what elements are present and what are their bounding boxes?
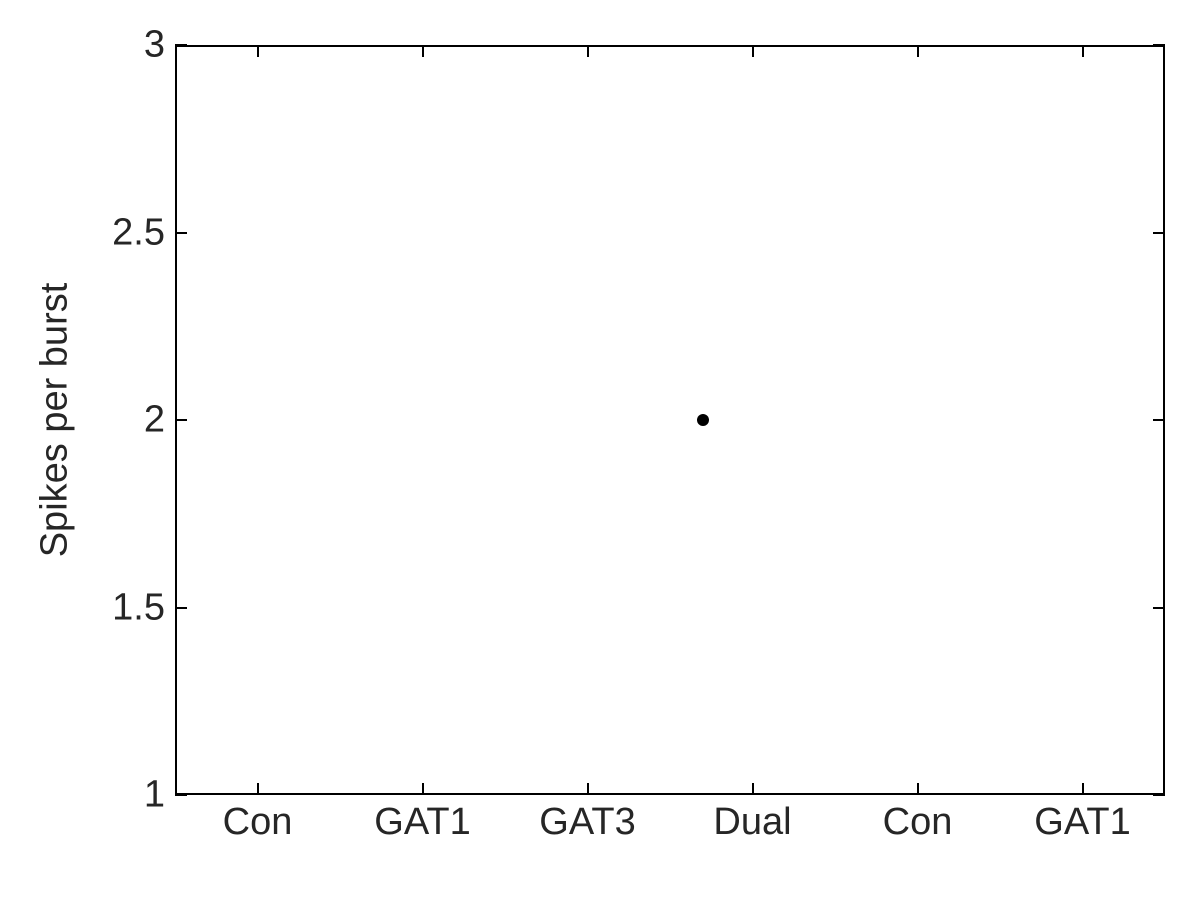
y-tick	[1153, 44, 1165, 46]
y-axis-label: Spikes per burst	[34, 283, 77, 558]
chart-container: Spikes per burst 1 1.5 2 2.5 3 Con GAT1 GAT3 Dua…	[0, 0, 1200, 900]
x-tick	[257, 783, 259, 795]
y-tick	[175, 44, 187, 46]
y-tick	[175, 232, 187, 234]
y-tick	[175, 607, 187, 609]
data-point	[697, 414, 709, 426]
y-tick	[175, 794, 187, 796]
y-tick-label: 1	[144, 774, 165, 817]
y-tick	[175, 419, 187, 421]
x-tick	[917, 45, 919, 57]
x-tick	[752, 45, 754, 57]
x-tick	[1082, 783, 1084, 795]
x-tick	[917, 783, 919, 795]
plot-area	[175, 45, 1165, 795]
y-tick	[1153, 607, 1165, 609]
x-tick	[587, 783, 589, 795]
y-tick	[1153, 419, 1165, 421]
y-tick	[1153, 794, 1165, 796]
x-tick-label: Con	[223, 801, 293, 844]
x-tick-label: GAT1	[1034, 801, 1130, 844]
y-tick-label: 1.5	[112, 586, 165, 629]
y-tick-label: 2.5	[112, 211, 165, 254]
y-tick-label: 2	[144, 399, 165, 442]
x-tick	[1082, 45, 1084, 57]
x-tick	[752, 783, 754, 795]
y-tick	[1153, 232, 1165, 234]
x-tick-label: GAT1	[374, 801, 470, 844]
x-tick-label: Dual	[713, 801, 791, 844]
x-tick	[257, 45, 259, 57]
x-tick	[422, 783, 424, 795]
x-tick-label: Con	[883, 801, 953, 844]
x-tick	[422, 45, 424, 57]
x-tick	[587, 45, 589, 57]
x-tick-label: GAT3	[539, 801, 635, 844]
y-tick-label: 3	[144, 24, 165, 67]
